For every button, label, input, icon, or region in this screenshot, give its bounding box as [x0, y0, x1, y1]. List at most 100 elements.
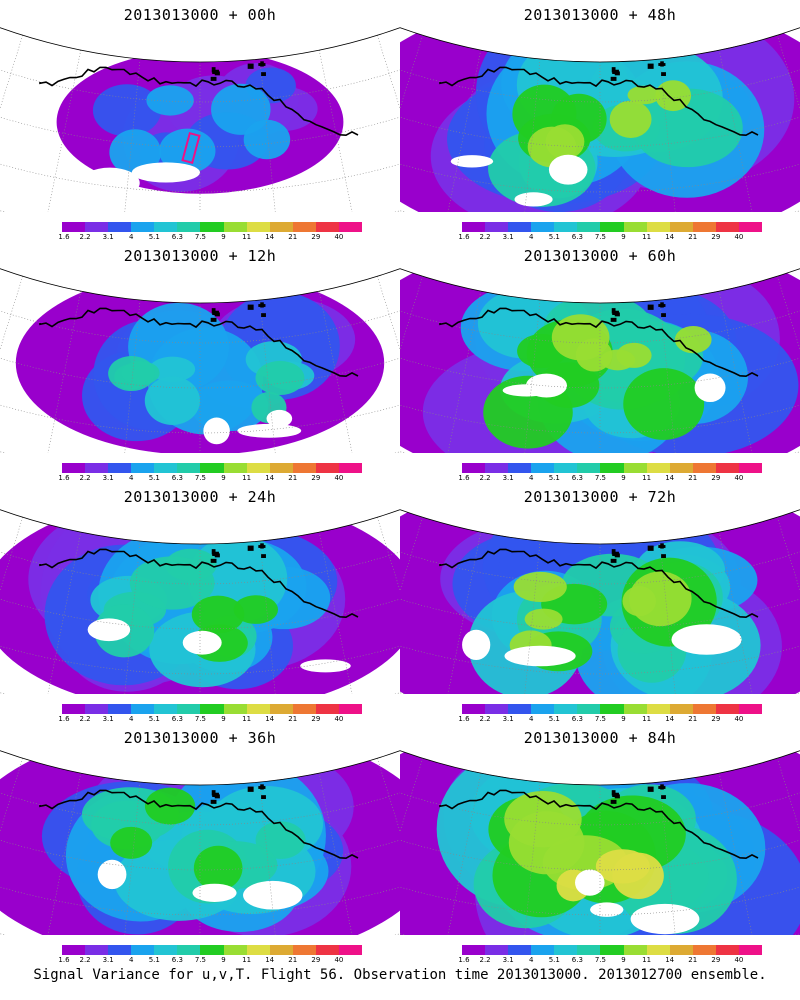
colorbar-tick-label: 21: [288, 715, 298, 723]
graticule-meridian: [400, 517, 423, 690]
graticule-meridian: [377, 758, 400, 931]
colorbar-tick-label: 14: [665, 715, 675, 723]
coastline: [647, 545, 654, 551]
colorbar-swatch: [108, 463, 132, 473]
map-boundary: [0, 750, 400, 786]
colorbar-swatch: [577, 945, 601, 955]
map-boundary: [400, 509, 800, 545]
variance-region: [255, 821, 306, 860]
colorbar-swatch: [715, 945, 739, 955]
colorbar-swatch: [462, 222, 486, 232]
colorbar-tick-label: 40: [334, 715, 344, 723]
colorbar-tick-label: 6.3: [571, 956, 583, 964]
colorbar-tick-label: 11: [242, 956, 252, 964]
colorbar-tick-label: 29: [711, 715, 721, 723]
coastline: [39, 548, 359, 619]
colorbar-swatch: [269, 222, 293, 232]
colorbar-ticks: 1.6 2.2 3.1 4 5.1 6.3 7.5 9 11 14 21 29 40: [0, 233, 400, 243]
graticule-meridian: [121, 58, 141, 212]
variance-region: [92, 84, 162, 137]
colorbar-tick-label: 7.5: [194, 233, 207, 241]
coastline: [247, 304, 254, 310]
colorbar-tick-label: 3.1: [102, 233, 114, 241]
colorbar-swatch: [200, 463, 224, 473]
graticule-meridian: [0, 517, 23, 690]
coastline: [230, 38, 237, 44]
panel-title: 2013013000 + 72h: [523, 488, 677, 506]
colorbar-swatch: [692, 704, 716, 714]
coastline: [610, 558, 617, 563]
graticule-meridian: [400, 758, 423, 931]
colorbar-swatch: [485, 222, 509, 232]
colorbar-swatch: [508, 222, 532, 232]
colorbar-swatch: [462, 945, 486, 955]
panel-title: 2013013000 + 12h: [123, 247, 277, 265]
map-boundary: [0, 27, 400, 63]
colorbar-swatch: [154, 945, 178, 955]
low-variance-gap: [237, 423, 302, 438]
coastline: [245, 526, 255, 530]
colorbar-tick-label: 6.3: [571, 233, 583, 241]
colorbar-tick-label: 4: [528, 474, 534, 482]
colorbar-swatch: [738, 945, 763, 955]
low-variance-gap: [514, 192, 553, 207]
colorbar-tick-label: 29: [311, 956, 321, 964]
variance-region: [632, 88, 743, 168]
variance-region: [255, 360, 305, 395]
colorbar-swatch: [338, 222, 363, 232]
colorbar-tick-label: 7.5: [594, 956, 607, 964]
graticule-latitude: [0, 616, 400, 675]
colorbar-ticks: 1.6 2.2 3.1 4 5.1 6.3 7.5 9 11 14 21 29 40: [0, 715, 400, 725]
colorbar-swatch: [223, 945, 247, 955]
colorbar-tick-label: 14: [265, 715, 275, 723]
colorbar-swatch: [600, 945, 624, 955]
colorbar-tick-label: 6.3: [171, 956, 183, 964]
colorbar-swatch: [246, 945, 270, 955]
coastline: [612, 551, 619, 557]
variance-region: [233, 595, 279, 624]
colorbar-tick-label: 21: [688, 715, 698, 723]
graticule-meridian: [0, 35, 23, 208]
graticule-latitude: [0, 92, 400, 148]
variance-region: [623, 368, 705, 440]
coastline: [630, 38, 637, 44]
colorbar-tick-label: 21: [688, 956, 698, 964]
coastline: [212, 69, 219, 75]
colorbar-swatch: [669, 463, 693, 473]
colorbar-swatch: [485, 704, 509, 714]
coastline: [261, 313, 266, 317]
coastline: [612, 69, 619, 75]
colorbar-tick-label: 4: [528, 233, 534, 241]
graticule-meridian: [377, 35, 400, 208]
colorbar-swatch: [738, 704, 763, 714]
coastline: [630, 520, 637, 526]
colorbar-swatch: [315, 222, 339, 232]
colorbar-swatch: [554, 945, 578, 955]
coastline: [658, 786, 666, 789]
graticule-meridian: [400, 35, 423, 208]
variance-map: [0, 22, 400, 212]
colorbar: [462, 222, 763, 232]
variance-region: [243, 119, 291, 160]
coastline: [212, 792, 219, 798]
coastline: [647, 63, 654, 69]
variance-region: [524, 608, 563, 630]
colorbar-swatch: [715, 463, 739, 473]
coastline: [247, 786, 254, 792]
colorbar-tick-label: 11: [642, 233, 652, 241]
colorbar-swatch: [577, 704, 601, 714]
colorbar-swatch: [669, 704, 693, 714]
panel-title: 2013013000 + 60h: [523, 247, 677, 265]
coastline: [678, 47, 686, 52]
graticule-meridian: [521, 58, 541, 212]
coastline: [212, 310, 219, 316]
colorbar-tick-label: 21: [288, 956, 298, 964]
colorbar-tick-label: 21: [288, 474, 298, 482]
colorbar-tick-label: 11: [642, 474, 652, 482]
colorbar-swatch: [462, 704, 486, 714]
coastline: [257, 284, 264, 290]
colorbar-swatch: [200, 222, 224, 232]
colorbar-swatch: [315, 704, 339, 714]
coastline: [661, 313, 666, 317]
colorbar-tick-label: 2.2: [479, 715, 491, 723]
